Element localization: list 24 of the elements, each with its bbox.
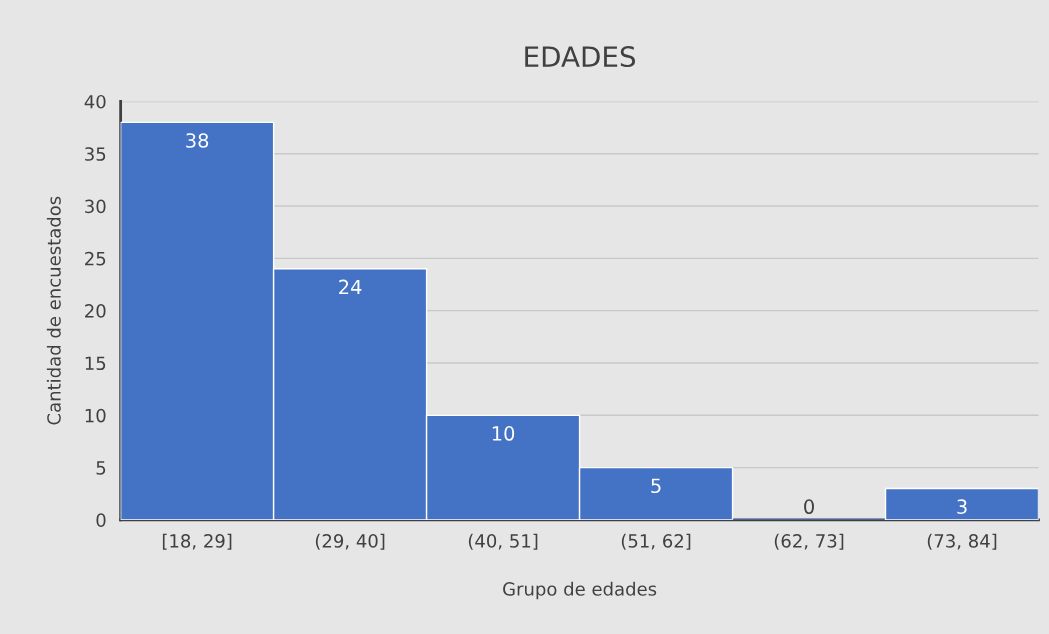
y-axis-title: Cantidad de encuestados: [46, 196, 61, 425]
data-label: 5: [651, 478, 661, 494]
x-tick-label: (40, 51]: [468, 533, 538, 550]
data-label: 0: [804, 499, 814, 515]
x-tick-label: (62, 73]: [774, 533, 844, 550]
y-tick-label: 5: [96, 461, 106, 475]
x-tick-label: (29, 40]: [315, 533, 385, 550]
y-tick-label: 40: [84, 94, 106, 109]
y-tick-label: 15: [85, 356, 106, 371]
y-tick-label: 30: [85, 199, 106, 214]
data-label: 38: [186, 133, 209, 148]
x-tick-label: (73, 84]: [927, 533, 997, 550]
y-tick-label: 10: [85, 408, 106, 423]
data-label: 24: [339, 279, 362, 295]
y-tick-label: 25: [85, 251, 106, 266]
y-tick-label: 20: [85, 304, 106, 318]
chart-title: EDADES: [525, 46, 636, 68]
data-label: 3: [957, 499, 967, 515]
y-tick-label: 0: [96, 513, 106, 527]
x-tick-label: [18, 29]: [162, 533, 232, 550]
y-tick-label: 35: [85, 147, 106, 161]
x-axis-title: Grupo de edades: [503, 581, 657, 600]
x-tick-label: (51, 62]: [621, 533, 691, 550]
data-label: 10: [492, 426, 515, 441]
